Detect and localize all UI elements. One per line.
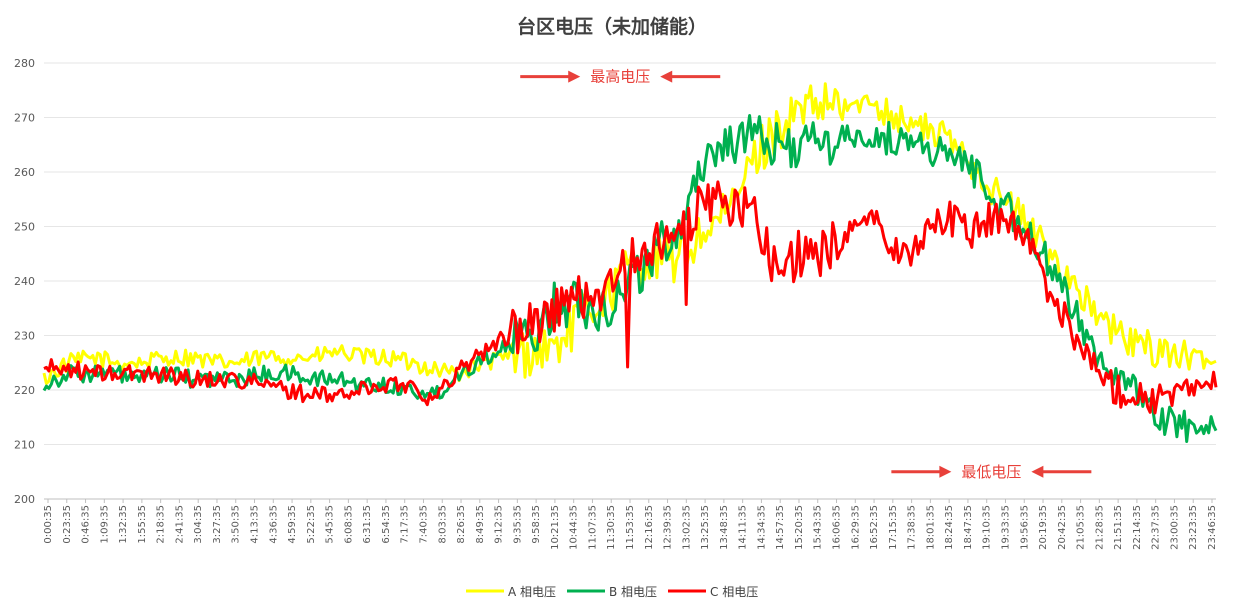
y-tick-label: 200 [14, 493, 35, 506]
x-tick-label: 3:04:35 [193, 505, 204, 544]
x-tick-label: 21:28:35 [1094, 505, 1105, 550]
x-tick-label: 16:06:35 [832, 505, 843, 550]
x-tick-label: 12:39:35 [663, 505, 674, 550]
x-tick-label: 20:42:35 [1057, 505, 1068, 550]
x-tick-label: 11:07:35 [587, 505, 598, 550]
x-tick-label: 19:56:35 [1019, 505, 1030, 550]
x-tick-label: 4:13:35 [250, 505, 261, 544]
x-tick-label: 13:02:35 [681, 505, 692, 550]
x-tick-label: 8:26:35 [456, 505, 467, 544]
x-tick-label: 4:59:35 [287, 505, 298, 544]
x-tick-label: 23:46:35 [1207, 505, 1218, 550]
chart-title: 台区电压（未加储能） [517, 15, 707, 38]
x-tick-label: 5:22:35 [306, 505, 317, 544]
x-tick-label: 11:30:35 [606, 505, 617, 550]
x-tick-label: 18:47:35 [963, 505, 974, 550]
x-tick-label: 10:21:35 [550, 505, 561, 550]
x-tick-label: 15:20:35 [794, 505, 805, 550]
y-tick-label: 220 [14, 384, 35, 397]
x-tick-label: 10:44:35 [569, 505, 580, 550]
x-tick-label: 0:46:35 [81, 505, 92, 544]
x-tick-label: 5:45:35 [325, 505, 336, 544]
x-tick-label: 17:15:35 [888, 505, 899, 550]
x-tick-label: 9:12:35 [494, 505, 505, 544]
x-tick-label: 16:29:35 [850, 505, 861, 550]
x-tick-label: 20:19:35 [1038, 505, 1049, 550]
series-lines [42, 82, 1218, 443]
x-tick-label: 2:18:35 [156, 505, 167, 544]
x-tick-label: 7:40:35 [418, 505, 429, 544]
x-tick-label: 9:58:35 [531, 505, 542, 544]
x-tick-label: 7:17:35 [400, 505, 411, 544]
x-tick-label: 19:33:35 [1000, 505, 1011, 550]
legend-label: B 相电压 [609, 585, 657, 599]
annotation-min-voltage: 最低电压 [961, 463, 1021, 481]
arrowhead-right-icon [939, 465, 952, 478]
x-tick-label: 0:23:35 [62, 505, 73, 544]
x-tick-label: 1:09:35 [99, 505, 110, 544]
x-tick-label: 22:14:35 [1132, 505, 1143, 550]
x-tick-label: 12:16:35 [644, 505, 655, 550]
x-tick-label: 14:11:35 [738, 505, 749, 550]
y-tick-label: 250 [14, 221, 35, 234]
x-tick-label: 23:23:35 [1188, 505, 1199, 550]
x-tick-label: 14:57:35 [775, 505, 786, 550]
x-tick-label: 15:43:35 [813, 505, 824, 550]
x-tick-label: 22:37:35 [1151, 505, 1162, 550]
x-tick-label: 9:35:35 [512, 505, 523, 544]
x-tick-label: 6:31:35 [362, 505, 373, 544]
x-tick-label: 18:24:35 [944, 505, 955, 550]
x-axis: 0:00:35 0:23:35 0:46:35 1:09:35 1:32:35 1:55:… [43, 499, 1218, 550]
legend-label: C 相电压 [710, 585, 758, 599]
y-axis: 200 210 220 230 240 250 260 270 280 [14, 57, 35, 506]
x-tick-label: 3:50:35 [231, 505, 242, 544]
x-tick-label: 1:55:35 [137, 505, 148, 544]
series-line-c-phase [43, 180, 1218, 415]
x-tick-label: 11:53:35 [625, 505, 636, 550]
y-tick-label: 210 [14, 439, 35, 452]
x-tick-label: 8:03:35 [437, 505, 448, 544]
annotation-max-voltage: 最高电压 [590, 68, 650, 86]
legend: A 相电压 B 相电压 C 相电压 [466, 585, 758, 599]
x-tick-label: 19:10:35 [982, 505, 993, 550]
arrowhead-left-icon [660, 70, 673, 83]
x-tick-label: 13:25:35 [700, 505, 711, 550]
arrowhead-left-icon [1031, 465, 1044, 478]
x-tick-label: 6:08:35 [343, 505, 354, 544]
x-tick-label: 16:52:35 [869, 505, 880, 550]
arrowhead-right-icon [568, 70, 581, 83]
x-tick-label: 2:41:35 [174, 505, 185, 544]
y-tick-label: 270 [14, 112, 35, 125]
x-tick-label: 6:54:35 [381, 505, 392, 544]
x-tick-label: 8:49:35 [475, 505, 486, 544]
x-tick-label: 21:51:35 [1113, 505, 1124, 550]
x-tick-label: 21:05:35 [1076, 505, 1087, 550]
series-line-a-phase [42, 82, 1217, 385]
x-tick-label: 13:48:35 [719, 505, 730, 550]
y-tick-label: 280 [14, 57, 35, 70]
x-tick-label: 18:01:35 [925, 505, 936, 550]
legend-label: A 相电压 [508, 585, 556, 599]
y-tick-label: 230 [14, 330, 35, 343]
x-tick-label: 3:27:35 [212, 505, 223, 544]
x-tick-label: 0:00:35 [43, 505, 54, 544]
x-tick-label: 17:38:35 [907, 505, 918, 550]
x-tick-label: 14:34:35 [756, 505, 767, 550]
x-tick-label: 23:00:35 [1169, 505, 1180, 550]
y-tick-label: 240 [14, 275, 35, 288]
x-tick-label: 1:32:35 [118, 505, 129, 544]
x-tick-label: 4:36:35 [268, 505, 279, 544]
y-tick-label: 260 [14, 166, 35, 179]
